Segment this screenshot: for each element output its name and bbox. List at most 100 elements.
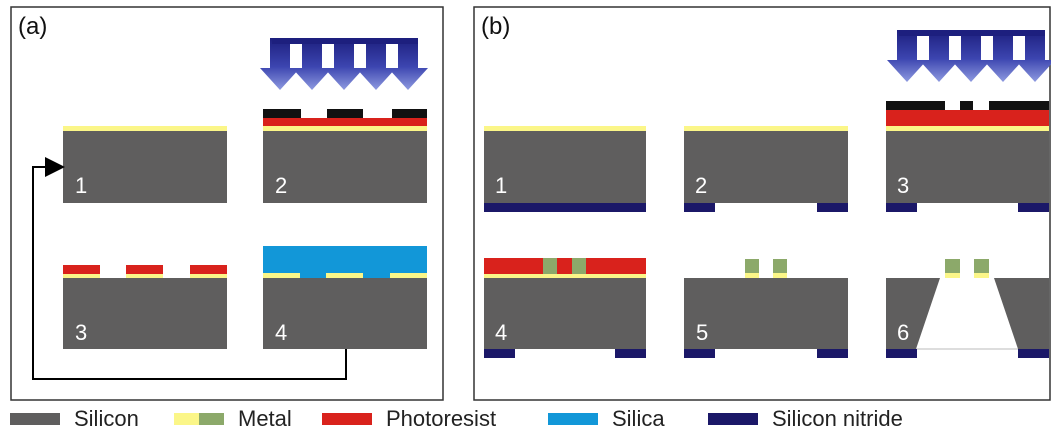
legend-label: Photoresist (386, 406, 497, 431)
metal-segment (390, 273, 427, 278)
silicon-nitride-pad (615, 349, 646, 358)
metal-pattern-green (974, 259, 989, 273)
silicon-nitride-pad (1018, 349, 1049, 358)
step-number: 2 (275, 173, 287, 198)
photomask-segment (392, 109, 427, 118)
metal-layer (63, 126, 227, 131)
silicon-substrate (63, 131, 227, 203)
silicon-substrate (263, 278, 427, 349)
step-number: 2 (695, 173, 707, 198)
metal-pattern-green (945, 259, 960, 273)
panel-b-step-6: 6 (886, 259, 1049, 358)
step-number: 1 (75, 173, 87, 198)
legend-item-metal: Metal (174, 404, 292, 434)
silicon-nitride-swatch (708, 413, 758, 425)
photoresist-layer (263, 118, 427, 126)
legend-label: Silicon nitride (772, 406, 903, 431)
panel-b-label: (b) (481, 13, 510, 40)
silicon-nitride-pad (817, 349, 848, 358)
silicon-substrate (484, 131, 646, 203)
legend-label: Silicon (74, 406, 139, 431)
silicon-substrate (263, 131, 427, 203)
silicon-nitride-pad (684, 349, 715, 358)
fabrication-diagram: (a) (b) 1 2 3 (10, 6, 1051, 401)
metal-layer (684, 126, 848, 131)
legend-item-silicon-nitride: Silicon nitride (708, 404, 903, 434)
metal-segment (745, 273, 759, 278)
legend-label: Metal (238, 406, 292, 431)
metal-pattern-green (745, 259, 759, 273)
metal-segment (543, 258, 557, 274)
photomask-segment (886, 101, 945, 110)
legend-item-silica: Silica (548, 404, 665, 434)
photomask-segment (989, 101, 1049, 110)
silicon-nitride-pad (484, 349, 515, 358)
metal-segment (263, 273, 300, 278)
metal-segment (326, 273, 363, 278)
legend-label: Silica (612, 406, 665, 431)
metal-swatch (174, 413, 224, 425)
metal-layer (886, 126, 1049, 131)
metal-segment (63, 274, 100, 278)
metal-segment (572, 258, 586, 274)
photoresist-layer (484, 258, 646, 274)
silicon-nitride-pad (886, 203, 917, 212)
photoresist-swatch (322, 413, 372, 425)
silica-swatch (548, 413, 598, 425)
panel-a-step-4: 4 (263, 246, 427, 349)
step-number: 3 (897, 173, 909, 198)
panel-b-step-4: 4 (484, 258, 646, 358)
step-number: 6 (897, 320, 909, 345)
panel-b-step-2: 2 (684, 126, 848, 212)
photoresist-segment (63, 265, 100, 274)
legend-item-photoresist: Photoresist (322, 404, 496, 434)
silicon-substrate (886, 131, 1049, 203)
metal-layer (484, 126, 646, 131)
step-number: 5 (696, 320, 708, 345)
silicon-substrate (484, 278, 646, 349)
step-number: 3 (75, 320, 87, 345)
panel-b-step-5: 5 (684, 259, 848, 358)
step-number: 1 (495, 173, 507, 198)
silicon-nitride-pad (1018, 203, 1049, 212)
silicon-etched-right (994, 278, 1049, 349)
metal-segment (190, 274, 227, 278)
photoresist-layer (886, 110, 1049, 126)
step-number: 4 (495, 320, 507, 345)
photomask-segment (327, 109, 363, 118)
metal-segment (773, 273, 787, 278)
panel-b-frame (473, 6, 1051, 401)
uv-exposure-arrows-icon (887, 30, 1051, 82)
photoresist-segment (190, 265, 227, 274)
silicon-swatch (10, 413, 60, 425)
panel-b-step-3: 3 (886, 30, 1051, 212)
cycle-return-arrow-icon (32, 157, 347, 380)
metal-layer (484, 274, 646, 278)
panel-a-label: (a) (18, 13, 47, 40)
photomask-segment (263, 109, 301, 118)
metal-segment (126, 274, 163, 278)
panel-a-step-2: 2 (260, 38, 428, 203)
silicon-substrate (63, 278, 227, 349)
panel-a-step-3: 3 (63, 265, 227, 349)
legend-item-silicon: Silicon (10, 404, 139, 434)
metal-layer (263, 126, 427, 131)
step-number: 4 (275, 320, 287, 345)
panel-a-step-1: 1 (63, 126, 227, 203)
panel-b-step-1: 1 (484, 126, 646, 212)
panel-a-frame (10, 6, 444, 401)
silicon-etched-left (886, 278, 940, 349)
photoresist-segment (126, 265, 163, 274)
metal-segment (945, 273, 960, 278)
silicon-nitride-pad (817, 203, 848, 212)
photomask-segment (960, 101, 973, 110)
silica-layer (263, 246, 427, 278)
metal-pattern-green (773, 259, 787, 273)
silicon-substrate (684, 131, 848, 203)
silicon-nitride-layer (484, 203, 646, 212)
legend: Silicon Metal Photoresist Silica Silicon… (0, 404, 1051, 434)
silicon-substrate (684, 278, 848, 349)
uv-exposure-arrows-icon (260, 38, 428, 90)
silicon-nitride-pad (886, 349, 917, 358)
silicon-nitride-pad (684, 203, 715, 212)
